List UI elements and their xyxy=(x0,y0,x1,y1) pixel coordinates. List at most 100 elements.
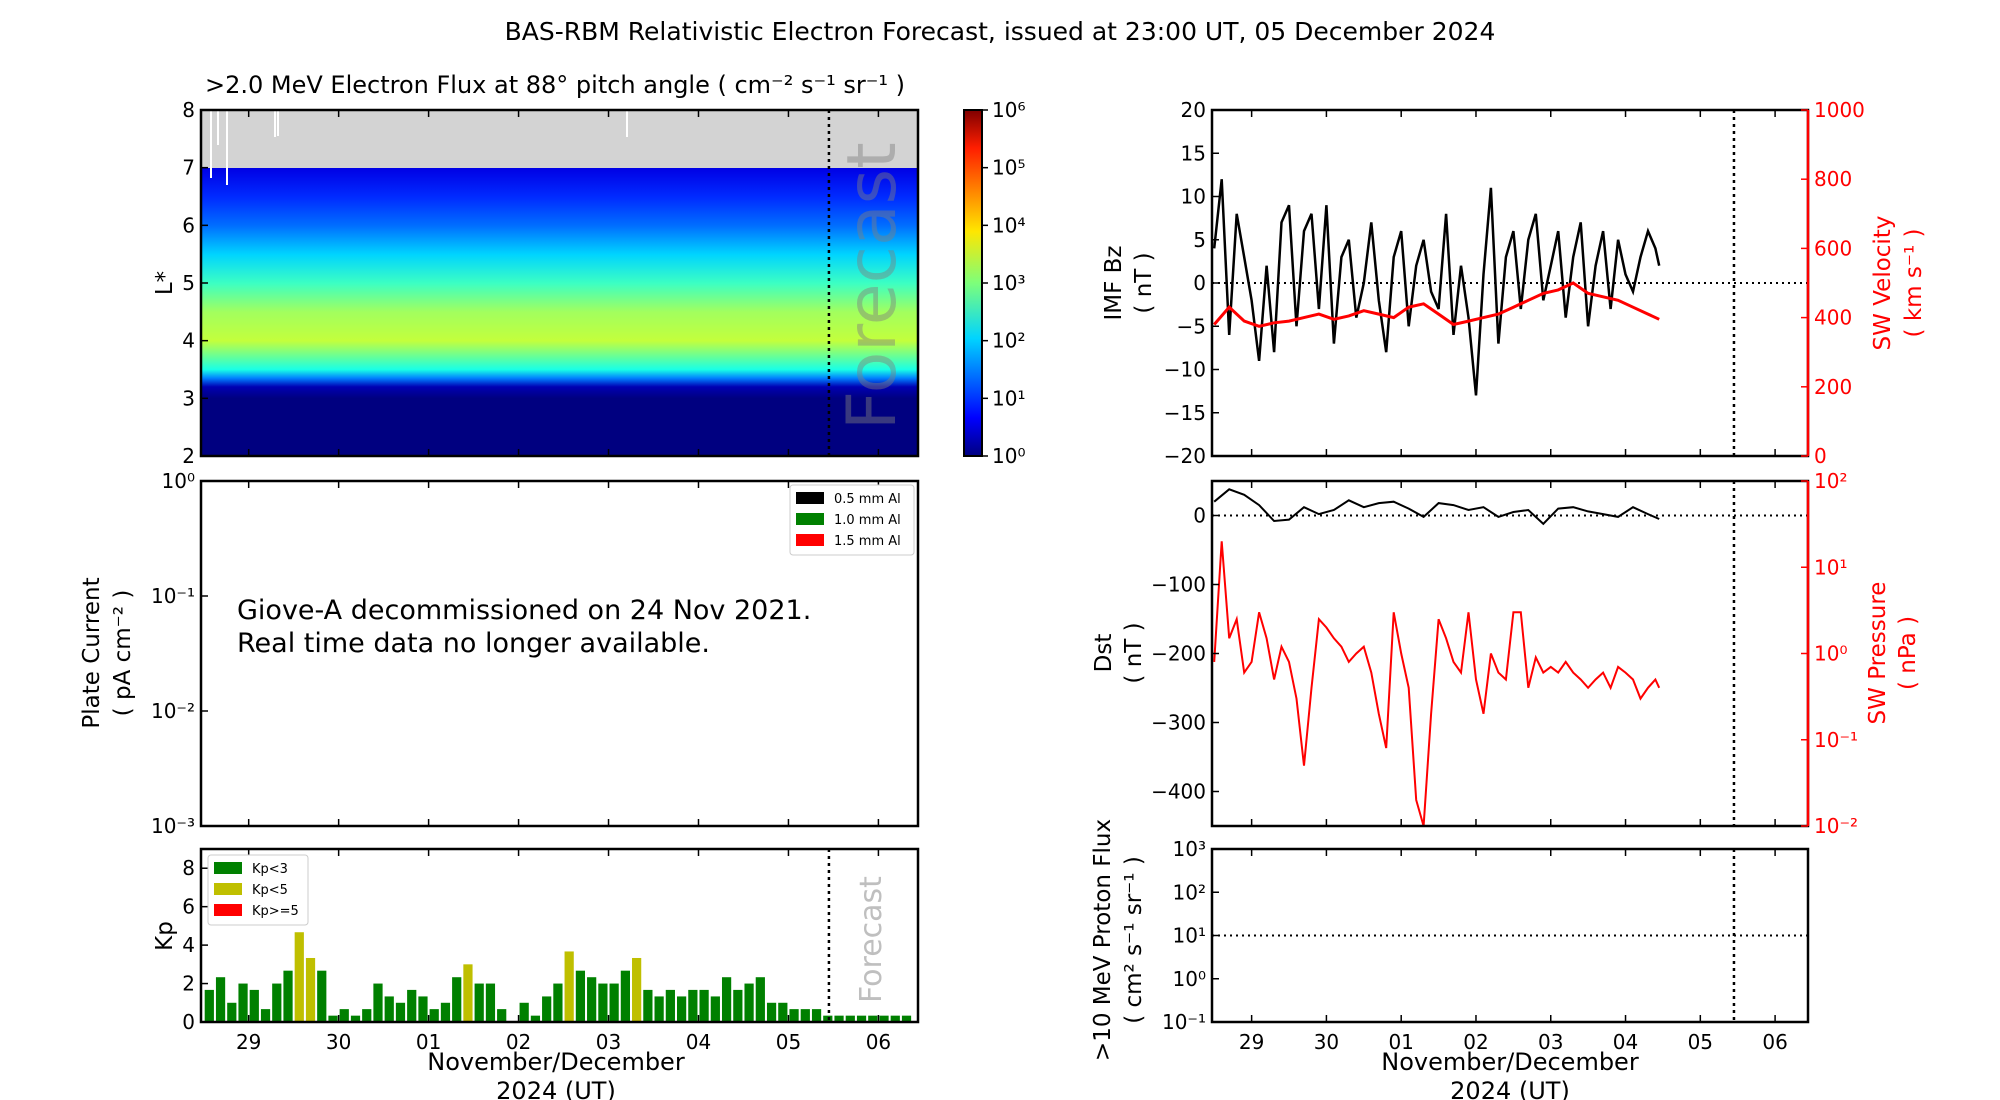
y-tick-label: 10⁰ xyxy=(162,469,195,493)
kp-bar xyxy=(328,1015,338,1022)
y-tick-label: 600 xyxy=(1814,236,1852,260)
proton-axes: 29 30 01 02 03 04 05 06 10³ 10² 10¹ 10⁰ 10⁻¹ xyxy=(1162,837,1810,1054)
kp-bar xyxy=(227,1002,237,1022)
y-tick-label: 1000 xyxy=(1814,98,1865,122)
imf-panel: 20 15 10 5 0 −5 −10 −15 −20 1000 800 600 400 200 0 IMF… xyxy=(1101,98,1927,468)
x-tick-label: 01 xyxy=(1388,1030,1413,1054)
y-tick-label: 0 xyxy=(1814,444,1827,468)
legend-swatch-red xyxy=(796,534,824,546)
electron-flux-axes: 2 3 4 5 6 7 8 xyxy=(182,98,920,468)
proton-yunits: ( cm² s⁻¹ sr⁻¹ ) xyxy=(1121,856,1147,1024)
y-tick-label: 7 xyxy=(182,156,195,180)
y-tick-label: −400 xyxy=(1151,780,1206,804)
x-tick-label: 02 xyxy=(506,1030,531,1054)
forecast-watermark-kp: Forecast xyxy=(854,876,889,1003)
no-data-region xyxy=(201,110,918,168)
flux-ylabel: L* xyxy=(152,271,178,295)
xlabel-line-2: 2024 (UT) xyxy=(1450,1077,1570,1100)
plate-current-axes: 10⁰ 10⁻¹ 10⁻² 10⁻³ xyxy=(151,469,920,838)
y-tick-label: −5 xyxy=(1177,314,1206,338)
y-tick-label: 10⁻¹ xyxy=(1814,728,1858,752)
legend-swatch-black xyxy=(796,492,824,504)
kp-bar xyxy=(542,996,552,1022)
kp-bar xyxy=(497,1009,507,1022)
kp-bar xyxy=(519,1002,529,1022)
swv-yunits: ( km s⁻¹ ) xyxy=(1901,229,1927,338)
axes-frame xyxy=(199,479,920,828)
kp-bar xyxy=(677,996,687,1022)
kp-bar xyxy=(294,932,304,1022)
kp-ylabel: Kp xyxy=(152,921,178,951)
kp-bar xyxy=(485,983,496,1022)
kp-forecast-bar xyxy=(868,1015,878,1022)
kp-bar xyxy=(575,970,586,1022)
y-tick-label: −15 xyxy=(1164,401,1206,425)
y-tick-label: 4 xyxy=(182,329,195,353)
y-tick-label: 0 xyxy=(182,1010,195,1034)
kp-bar xyxy=(283,970,293,1022)
legend-label: 1.0 mm Al xyxy=(834,513,901,528)
kp-bar xyxy=(744,983,754,1022)
y-tick-label: 5 xyxy=(1193,228,1206,252)
electron-flux-title: >2.0 MeV Electron Flux at 88° pitch angl… xyxy=(205,71,905,99)
kp-forecast-bar xyxy=(856,1015,867,1022)
y-tick-label: 10⁻³ xyxy=(151,814,195,838)
x-tick-label: 30 xyxy=(1314,1030,1339,1054)
y-tick-label: 0 xyxy=(1193,504,1206,528)
axes-frame xyxy=(1210,479,1810,828)
x-tick-label: 06 xyxy=(1762,1030,1787,1054)
y-tick-label: 400 xyxy=(1814,306,1852,330)
kp-bar xyxy=(688,989,698,1022)
colorbar-tick-label: 10² xyxy=(992,329,1025,353)
legend-label: 0.5 mm Al xyxy=(834,492,901,507)
kp-bar xyxy=(710,996,720,1022)
colorbar-tick-label: 10¹ xyxy=(992,386,1025,410)
y-tick-label: 10⁻² xyxy=(1814,814,1858,838)
kp-bar xyxy=(620,970,630,1022)
imf-yunits: ( nT ) xyxy=(1131,252,1157,313)
x-tick-label: 29 xyxy=(236,1030,261,1054)
y-tick-label: 200 xyxy=(1814,375,1852,399)
kp-bar xyxy=(305,957,316,1022)
y-tick-label: 10¹ xyxy=(1814,555,1847,579)
y-tick-label: −100 xyxy=(1151,573,1206,597)
y-tick-label: 20 xyxy=(1181,98,1206,122)
colorbar: 10⁰ 10¹ 10² 10³ 10⁴ 10⁵ 10⁶ xyxy=(963,98,1025,468)
dst-axes: 0 −100 −200 −300 −400 10² 10¹ 10⁰ 10⁻¹ 10⁻² xyxy=(1151,469,1858,838)
imf-bz-line xyxy=(1212,179,1661,396)
y-tick-label: 3 xyxy=(182,386,195,410)
y-tick-label: 4 xyxy=(182,933,195,957)
y-tick-label: 800 xyxy=(1814,167,1852,191)
kp-forecast-bar xyxy=(879,1015,889,1022)
dst-series xyxy=(1212,488,1808,827)
kp-bar xyxy=(665,989,675,1022)
kp-bar xyxy=(811,1009,822,1022)
kp-bar xyxy=(766,1002,777,1022)
legend-swatch-olive xyxy=(214,883,242,895)
kp-bar xyxy=(260,1009,271,1022)
sw-pressure-line xyxy=(1213,541,1661,827)
x-tick-label: 05 xyxy=(776,1030,801,1054)
x-tick-label: 03 xyxy=(1538,1030,1563,1054)
y-tick-label: 10⁻² xyxy=(151,699,195,723)
kp-bar xyxy=(238,983,248,1022)
swp-yunits: ( nPa ) xyxy=(1895,616,1921,690)
kp-bar xyxy=(587,977,597,1022)
imf-ylabel: IMF Bz xyxy=(1101,245,1127,320)
kp-forecast-bar xyxy=(845,1015,855,1022)
legend-label: Kp<5 xyxy=(252,883,288,898)
kp-bar xyxy=(699,989,709,1022)
kp-bar xyxy=(643,989,653,1022)
kp-bar xyxy=(609,983,619,1022)
kp-bars xyxy=(204,932,912,1022)
x-tick-label: 30 xyxy=(326,1030,351,1054)
y-tick-label: 5 xyxy=(182,271,195,295)
axes-frame xyxy=(199,847,920,1024)
kp-bar xyxy=(395,1002,406,1022)
kp-bar xyxy=(418,996,428,1022)
kp-bar xyxy=(249,989,259,1022)
dst-panel: 0 −100 −200 −300 −400 10² 10¹ 10⁰ 10⁻¹ 10⁻² Dst (… xyxy=(1091,469,1921,838)
y-tick-label: −300 xyxy=(1151,711,1206,735)
imf-series xyxy=(1212,179,1808,396)
y-tick-label: 2 xyxy=(182,972,195,996)
